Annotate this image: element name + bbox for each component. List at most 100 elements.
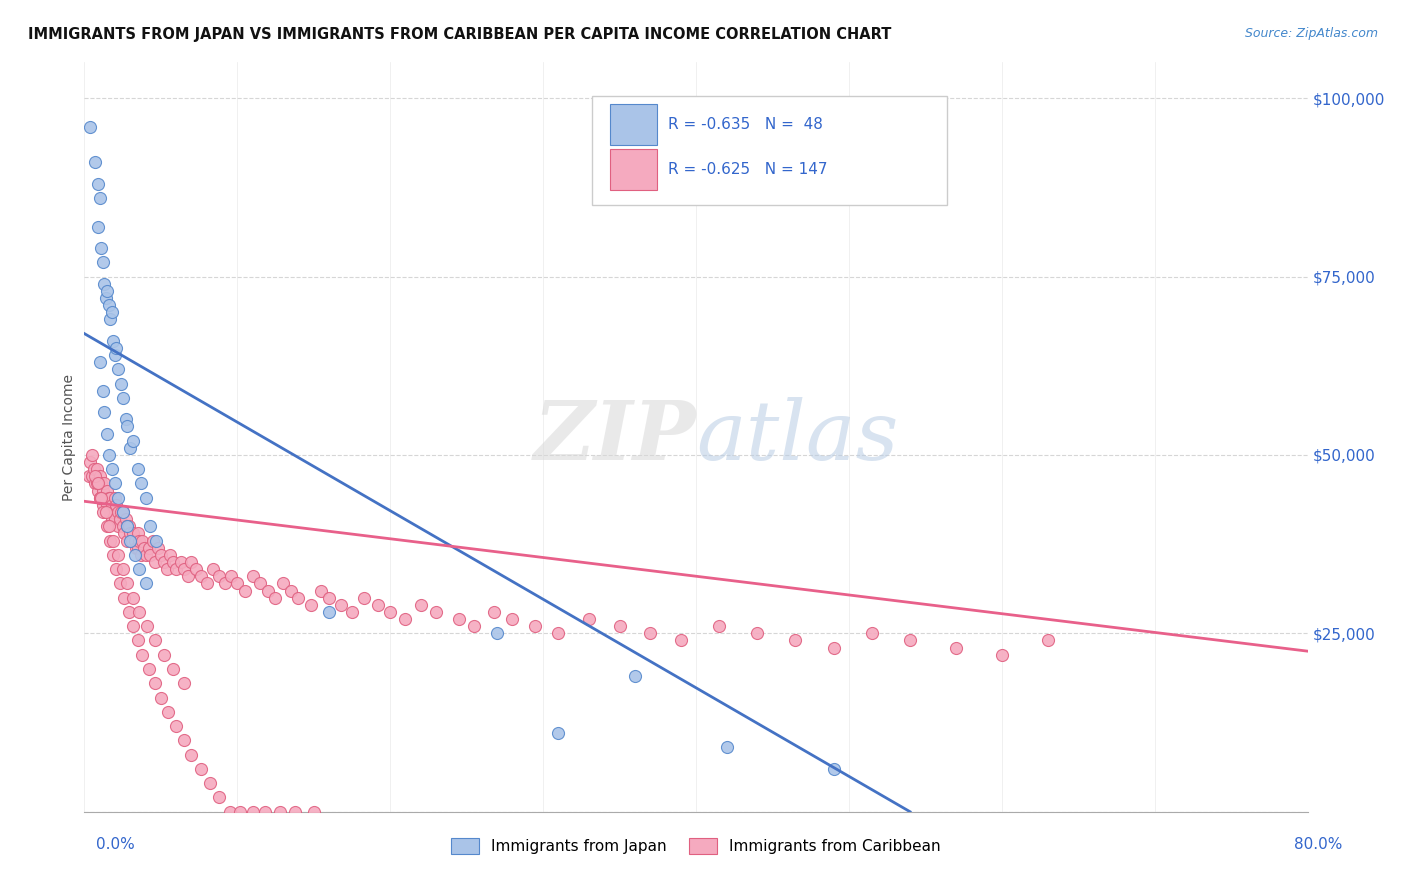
Point bbox=[138, 541, 160, 555]
Point bbox=[128, 533, 150, 548]
Point bbox=[93, 476, 115, 491]
Point bbox=[104, 348, 127, 362]
Point bbox=[84, 476, 107, 491]
Point bbox=[91, 483, 114, 498]
Point bbox=[131, 648, 153, 662]
Point bbox=[101, 305, 124, 319]
Point bbox=[112, 591, 135, 605]
Point bbox=[118, 605, 141, 619]
Point bbox=[330, 598, 353, 612]
Point bbox=[162, 662, 184, 676]
Point bbox=[79, 120, 101, 134]
Point bbox=[89, 491, 111, 505]
Point bbox=[945, 640, 967, 655]
Point bbox=[716, 740, 738, 755]
Point bbox=[107, 505, 129, 519]
Point bbox=[120, 526, 142, 541]
Point bbox=[127, 462, 149, 476]
Point bbox=[101, 512, 124, 526]
Point bbox=[264, 591, 287, 605]
Point bbox=[180, 747, 202, 762]
Point bbox=[111, 519, 134, 533]
Point bbox=[108, 576, 131, 591]
Point bbox=[115, 576, 138, 591]
Point bbox=[180, 555, 202, 569]
Point bbox=[125, 541, 148, 555]
Point bbox=[107, 362, 129, 376]
Point bbox=[114, 412, 136, 426]
Point bbox=[87, 476, 110, 491]
Point bbox=[165, 719, 187, 733]
Point bbox=[96, 519, 118, 533]
Point bbox=[110, 505, 132, 519]
Point bbox=[87, 219, 110, 234]
Point bbox=[104, 491, 127, 505]
Point bbox=[860, 626, 883, 640]
Point bbox=[269, 805, 291, 819]
Point bbox=[177, 569, 200, 583]
Point bbox=[127, 633, 149, 648]
Point bbox=[127, 526, 149, 541]
Point bbox=[447, 612, 470, 626]
Point bbox=[394, 612, 416, 626]
Text: R = -0.635   N =  48: R = -0.635 N = 48 bbox=[668, 117, 823, 132]
Point bbox=[138, 662, 160, 676]
Text: 0.0%: 0.0% bbox=[96, 838, 135, 852]
Point bbox=[143, 633, 166, 648]
Point bbox=[89, 469, 111, 483]
Point bbox=[101, 462, 124, 476]
Point bbox=[93, 277, 115, 291]
Point bbox=[170, 555, 193, 569]
Point bbox=[115, 519, 138, 533]
Point bbox=[143, 676, 166, 690]
Point bbox=[707, 619, 730, 633]
Point bbox=[463, 619, 485, 633]
Point bbox=[219, 569, 242, 583]
Point bbox=[121, 533, 143, 548]
Text: R = -0.625   N = 147: R = -0.625 N = 147 bbox=[668, 162, 827, 178]
Text: 80.0%: 80.0% bbox=[1295, 838, 1343, 852]
Point bbox=[94, 505, 117, 519]
Point bbox=[124, 548, 146, 562]
Point bbox=[214, 576, 236, 591]
Point bbox=[115, 519, 138, 533]
Point bbox=[201, 562, 224, 576]
Point bbox=[353, 591, 375, 605]
Point bbox=[218, 805, 240, 819]
Point bbox=[284, 805, 307, 819]
Point bbox=[367, 598, 389, 612]
Point bbox=[173, 562, 195, 576]
Point bbox=[142, 533, 165, 548]
Point bbox=[149, 690, 172, 705]
Point bbox=[101, 498, 124, 512]
Text: Source: ZipAtlas.com: Source: ZipAtlas.com bbox=[1244, 27, 1378, 40]
Point bbox=[98, 491, 121, 505]
Point bbox=[86, 476, 108, 491]
Point bbox=[233, 583, 256, 598]
Point bbox=[80, 469, 103, 483]
Point bbox=[547, 726, 569, 740]
Point bbox=[184, 562, 207, 576]
Point bbox=[84, 155, 107, 169]
Point bbox=[785, 633, 807, 648]
Point bbox=[97, 519, 120, 533]
Y-axis label: Per Capita Income: Per Capita Income bbox=[62, 374, 76, 500]
Point bbox=[198, 776, 221, 790]
Point bbox=[111, 391, 134, 405]
Point bbox=[624, 669, 647, 683]
Point bbox=[165, 562, 187, 576]
Point bbox=[94, 291, 117, 305]
Point bbox=[299, 598, 322, 612]
Point bbox=[107, 491, 129, 505]
Point bbox=[122, 619, 145, 633]
Point bbox=[129, 476, 152, 491]
Point bbox=[157, 705, 180, 719]
Point bbox=[149, 548, 172, 562]
Text: ZIP: ZIP bbox=[533, 397, 696, 477]
Point bbox=[115, 419, 138, 434]
Point bbox=[89, 355, 111, 369]
Point bbox=[93, 405, 115, 419]
Point bbox=[486, 626, 509, 640]
Point bbox=[143, 555, 166, 569]
Point bbox=[105, 498, 128, 512]
